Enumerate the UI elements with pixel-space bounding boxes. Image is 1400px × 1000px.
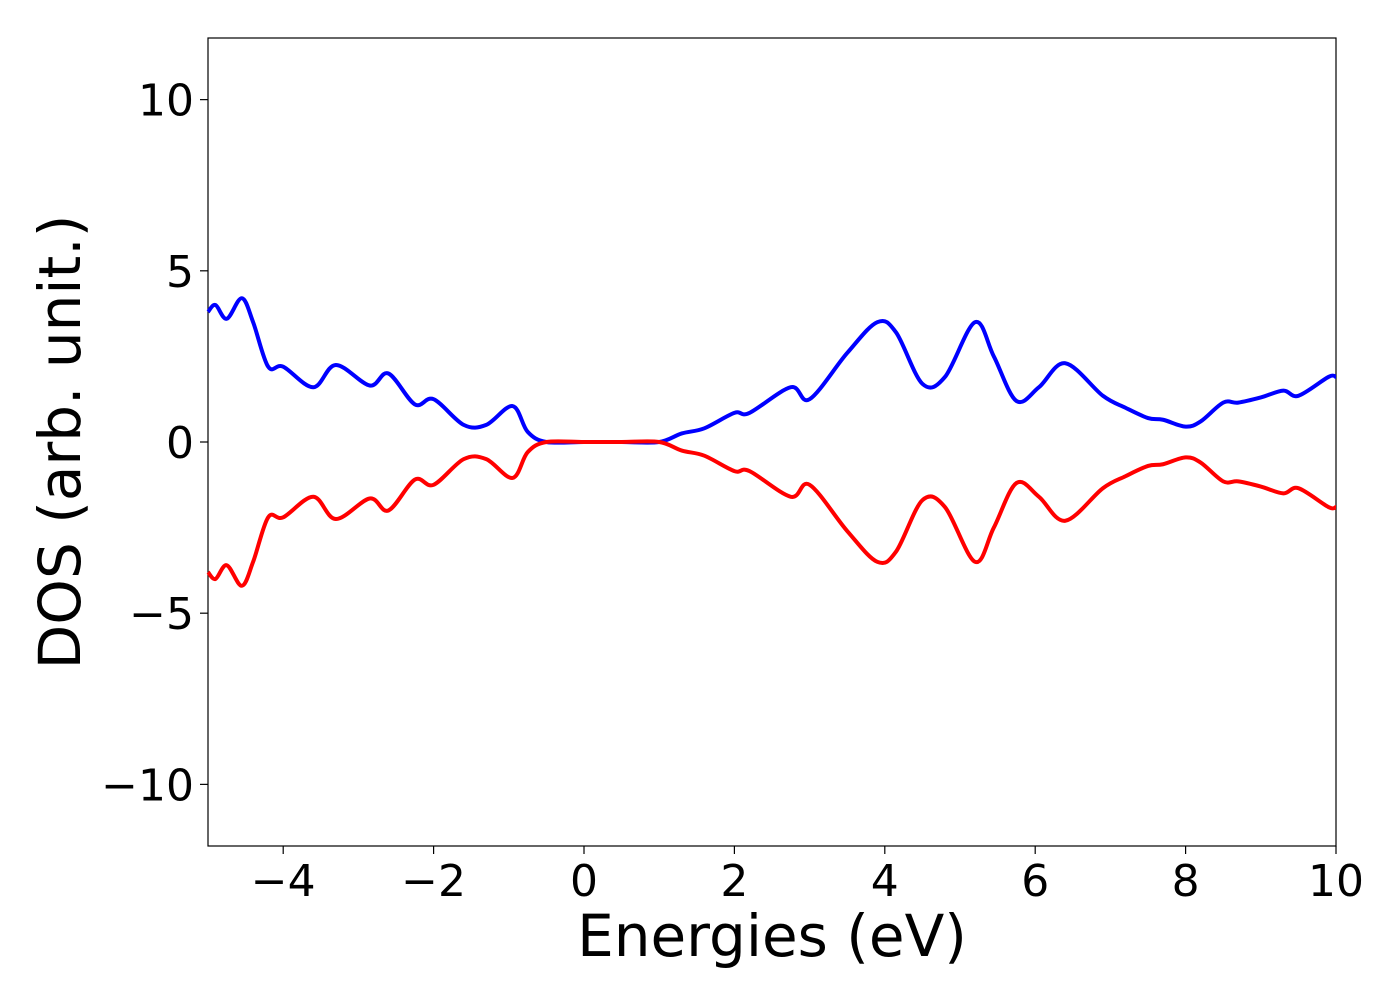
x-tick-label: 0 (570, 856, 598, 907)
x-tick-label: 6 (1021, 856, 1049, 907)
x-tick-label: 10 (1308, 856, 1364, 907)
x-tick-label: 4 (871, 856, 899, 907)
x-tick-label: −4 (251, 856, 316, 907)
y-tick-label: 10 (138, 76, 194, 127)
x-tick-label: −2 (401, 856, 466, 907)
y-tick-label: −10 (101, 760, 194, 811)
y-tick-label: 0 (166, 418, 194, 469)
x-axis-label: Energies (eV) (577, 902, 967, 970)
y-tick-label: −5 (129, 589, 194, 640)
y-tick-label: 5 (166, 247, 194, 298)
x-tick-label: 8 (1172, 856, 1200, 907)
x-tick-label: 2 (720, 856, 748, 907)
y-axis-label: DOS (arb. unit.) (26, 215, 94, 670)
series-line (206, 296, 1337, 445)
plot-frame (207, 37, 1337, 847)
series-line (206, 439, 1337, 588)
